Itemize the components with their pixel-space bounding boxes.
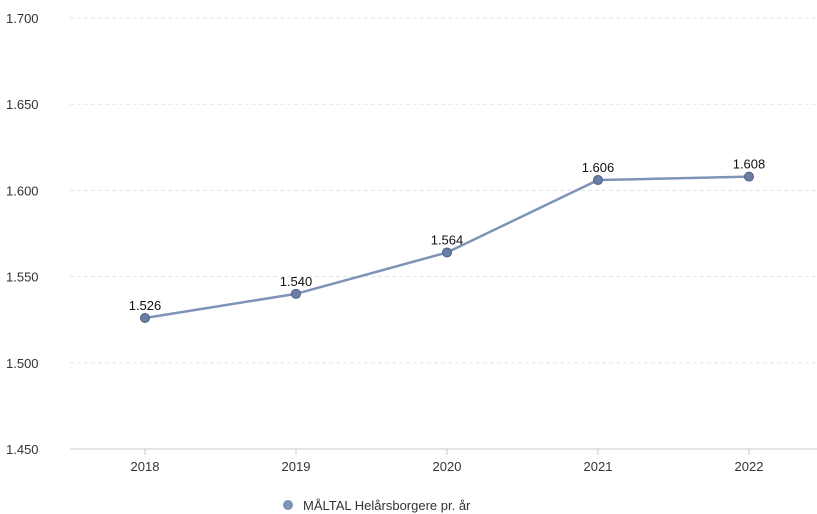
y-tick-label: 1.650 xyxy=(6,97,39,112)
data-label: 1.606 xyxy=(582,160,615,175)
legend-marker xyxy=(283,500,293,510)
y-tick-label: 1.600 xyxy=(6,183,39,198)
y-tick-label: 1.500 xyxy=(6,356,39,371)
data-label: 1.608 xyxy=(733,157,766,172)
x-axis: 2018 2019 2020 2021 2022 xyxy=(70,448,817,474)
y-tick-label: 1.700 xyxy=(6,11,39,26)
data-point[interactable] xyxy=(140,312,150,323)
y-tick-label: 1.450 xyxy=(6,442,39,457)
data-label: 1.526 xyxy=(129,298,162,313)
series-line: 1.526 1.540 1.564 1.606 1.608 xyxy=(129,157,766,323)
x-tick-label: 2018 xyxy=(131,459,160,474)
gridlines xyxy=(70,17,817,364)
data-point[interactable] xyxy=(442,247,452,258)
y-tick-label: 1.550 xyxy=(6,270,39,285)
data-point[interactable] xyxy=(744,171,754,182)
legend-label: MÅLTAL Helårsborgere pr. år xyxy=(303,498,471,513)
x-tick-label: 2020 xyxy=(433,459,462,474)
data-point[interactable] xyxy=(593,175,603,186)
data-label: 1.540 xyxy=(280,274,313,289)
x-tick-label: 2021 xyxy=(584,459,613,474)
x-tick-label: 2019 xyxy=(282,459,311,474)
x-tick-label: 2022 xyxy=(735,459,764,474)
data-label: 1.564 xyxy=(431,232,464,247)
y-axis: 1.450 1.500 1.550 1.600 1.650 1.700 xyxy=(6,11,39,457)
data-point[interactable] xyxy=(291,288,301,299)
legend[interactable]: MÅLTAL Helårsborgere pr. år xyxy=(283,498,471,513)
